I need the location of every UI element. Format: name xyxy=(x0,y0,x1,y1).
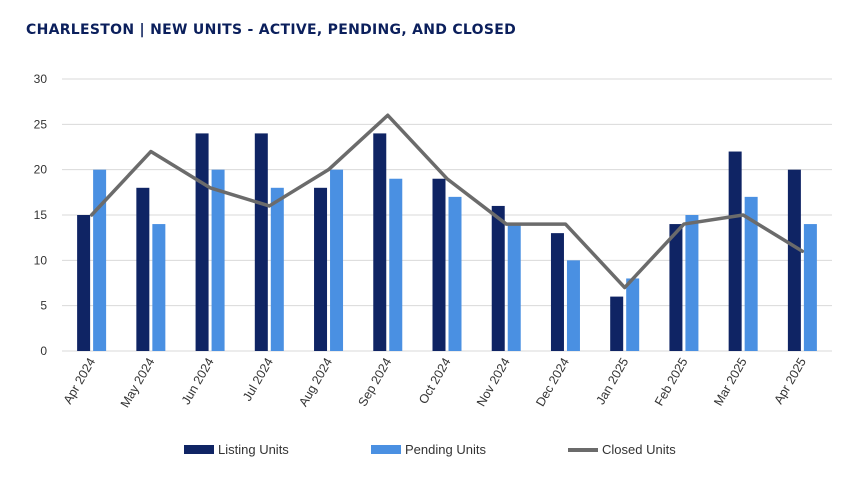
bar-listing-units xyxy=(77,215,91,351)
bar-pending-units xyxy=(744,196,758,351)
legend-swatch-pending xyxy=(371,445,401,454)
chart-title: CHARLESTON | NEW UNITS - ACTIVE, PENDING… xyxy=(26,22,517,38)
bar-listing-units xyxy=(195,133,209,351)
bar-listing-units xyxy=(432,178,446,351)
x-tick-label: Mar 2025 xyxy=(711,355,750,408)
legend-label-closed: Closed Units xyxy=(602,442,676,457)
x-tick-label: Sep 2024 xyxy=(355,355,394,408)
bar-pending-units xyxy=(566,260,580,351)
y-tick-label: 20 xyxy=(34,163,48,177)
bar-listing-units xyxy=(787,169,801,351)
bar-pending-units xyxy=(448,196,462,351)
legend: Listing Units Pending Units Closed Units xyxy=(0,442,850,462)
bar-pending-units xyxy=(152,224,166,351)
legend-item-closed: Closed Units xyxy=(568,442,676,457)
bar-listing-units xyxy=(610,296,624,351)
legend-swatch-closed xyxy=(568,447,598,452)
x-tick-label: Jan 2025 xyxy=(593,355,631,407)
y-tick-label: 25 xyxy=(34,117,48,131)
legend-swatch-listing xyxy=(184,445,214,454)
closed-units-line xyxy=(89,113,805,290)
bar-listing-units xyxy=(254,133,268,351)
legend-item-listing: Listing Units xyxy=(184,442,289,457)
bar-listing-units xyxy=(136,187,150,351)
x-axis-tick-labels: Apr 2024 May 2024 Jun 2024 Jul 2024 Aug 2024… xyxy=(61,355,809,410)
x-tick-label: Apr 2025 xyxy=(771,355,809,406)
x-tick-label: Jun 2024 xyxy=(179,355,217,407)
bar-listing-units xyxy=(491,205,505,351)
bar-pending-units xyxy=(803,224,817,351)
bar-pending-units xyxy=(93,169,107,351)
bar-pending-units xyxy=(507,224,521,351)
bar-listing-units xyxy=(550,233,564,351)
bar-listing-units xyxy=(669,224,683,351)
bar-pending-units xyxy=(270,187,284,351)
y-tick-label: 5 xyxy=(40,299,47,313)
bar-pending-units xyxy=(389,178,403,351)
bar-listing-units xyxy=(728,151,742,351)
grid-lines xyxy=(62,78,832,352)
bar-pending-units xyxy=(211,169,225,351)
x-tick-label: Aug 2024 xyxy=(296,355,335,408)
bar-pending-units xyxy=(330,169,344,351)
x-tick-label: Apr 2024 xyxy=(61,355,99,406)
bars xyxy=(77,133,817,351)
legend-item-pending: Pending Units xyxy=(371,442,486,457)
x-tick-label: Nov 2024 xyxy=(474,355,513,408)
legend-label-listing: Listing Units xyxy=(218,442,289,457)
x-tick-label: Oct 2024 xyxy=(416,355,454,406)
x-tick-label: May 2024 xyxy=(118,355,158,410)
bar-pending-units xyxy=(626,278,640,351)
y-tick-label: 10 xyxy=(34,253,48,267)
bar-listing-units xyxy=(373,133,387,351)
y-tick-label: 0 xyxy=(40,344,47,358)
legend-label-pending: Pending Units xyxy=(405,442,486,457)
closed-units-line-layer xyxy=(89,113,805,290)
x-tick-label: Jul 2024 xyxy=(240,355,276,403)
x-tick-label: Dec 2024 xyxy=(533,355,572,408)
y-tick-label: 15 xyxy=(34,208,48,222)
y-tick-label: 30 xyxy=(34,72,48,86)
x-tick-label: Feb 2025 xyxy=(652,355,691,408)
bar-listing-units xyxy=(314,187,328,351)
y-axis-tick-labels: 0 5 10 15 20 25 30 xyxy=(34,72,48,358)
bar-pending-units xyxy=(685,215,699,351)
